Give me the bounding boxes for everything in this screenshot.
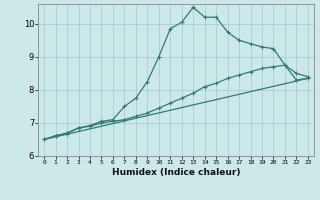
X-axis label: Humidex (Indice chaleur): Humidex (Indice chaleur) <box>112 168 240 177</box>
